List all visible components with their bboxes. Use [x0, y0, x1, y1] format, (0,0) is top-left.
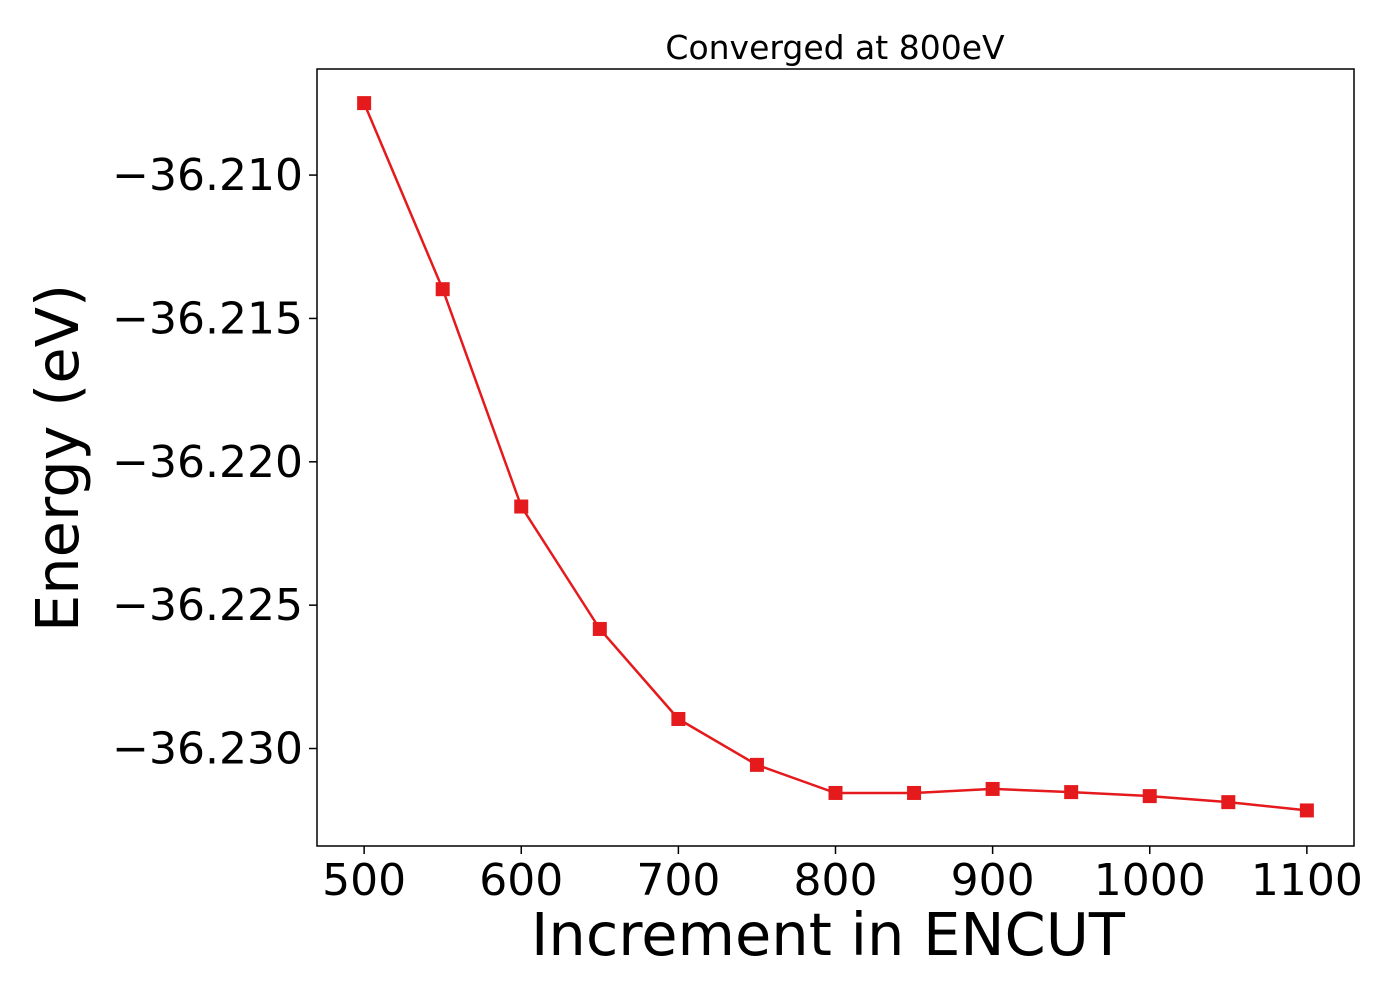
data-point-marker: [749, 757, 764, 772]
plot-area: [317, 69, 1354, 846]
data-point-marker: [1299, 803, 1314, 818]
x-ticks: 500 600 700 800 900 1000 1100: [322, 846, 1363, 906]
data-point-marker: [671, 711, 686, 726]
data-point-marker: [907, 785, 922, 800]
y-tick-label: −36.230: [112, 724, 303, 775]
chart-title: Converged at 800eV: [665, 28, 1005, 67]
data-point-marker: [828, 785, 843, 800]
x-tick-label: 900: [951, 855, 1035, 906]
y-tick-label: −36.220: [112, 437, 303, 488]
data-point-marker: [1221, 795, 1236, 810]
x-tick-label: 1100: [1251, 855, 1363, 906]
y-tick-label: −36.210: [112, 150, 303, 201]
x-tick-label: 800: [794, 855, 878, 906]
data-point-marker: [514, 499, 529, 514]
data-point-marker: [357, 96, 372, 111]
x-tick-label: 500: [322, 855, 406, 906]
y-tick-label: −36.225: [112, 580, 303, 631]
y-ticks: −36.210 −36.215 −36.220 −36.225 −36.230: [112, 150, 317, 775]
y-tick-label: −36.215: [112, 293, 303, 344]
x-tick-label: 700: [636, 855, 720, 906]
x-tick-label: 600: [479, 855, 563, 906]
series-layer: [357, 96, 1314, 818]
data-point-marker: [592, 621, 607, 636]
plot-frame: [316, 68, 1355, 847]
y-axis-label: Energy (eV): [23, 284, 92, 632]
x-axis-label: Increment in ENCUT: [531, 900, 1126, 969]
data-point-marker: [435, 282, 450, 297]
data-point-marker: [985, 781, 1000, 796]
data-point-marker: [1142, 789, 1157, 804]
x-tick-label: 1000: [1094, 855, 1206, 906]
data-point-marker: [1064, 785, 1079, 800]
